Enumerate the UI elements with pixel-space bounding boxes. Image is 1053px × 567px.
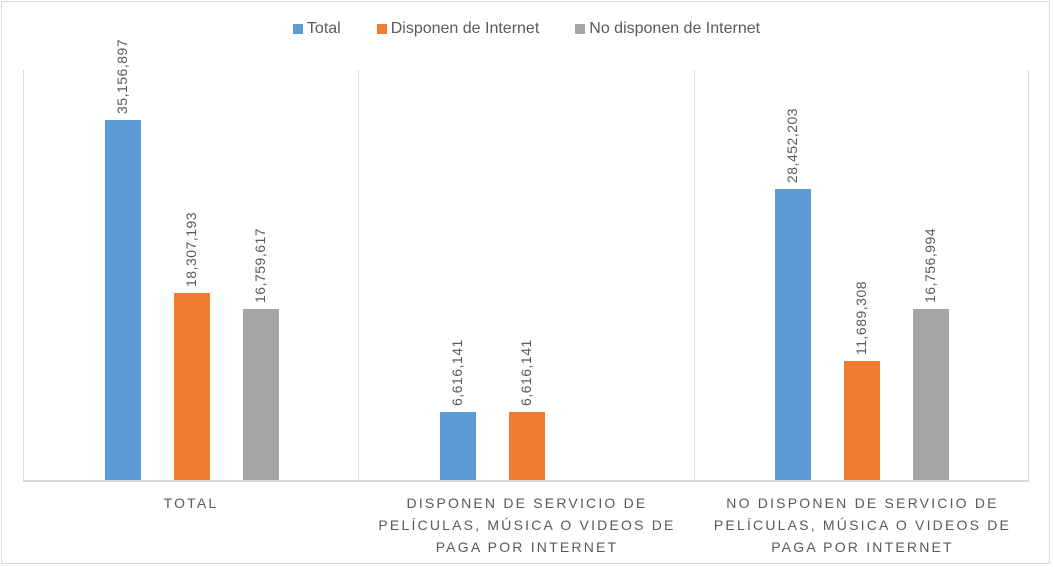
- category-divider: [358, 70, 359, 480]
- legend-item-disponen: Disponen de Internet: [376, 20, 540, 38]
- category-divider: [694, 70, 695, 480]
- x-axis-line: [23, 480, 1029, 482]
- category-label-no-disponen-servicio: NO DISPONEN DE SERVICIO DE PELÍCULAS, MÚ…: [713, 495, 1012, 555]
- chart-legend: Total Disponen de Internet No disponen d…: [0, 20, 1053, 38]
- bar-total-no-disponen: [243, 309, 279, 480]
- bar-no-disponen-servicio-disponen: [844, 361, 880, 480]
- plot-area: 35,156,897 18,307,193 16,759,617 6,616,1…: [23, 39, 1029, 482]
- legend-swatch-gray: [575, 24, 586, 34]
- category-label-disponen-servicio: DISPONEN DE SERVICIO DE PELÍCULAS, MÚSIC…: [378, 495, 676, 555]
- legend-label: Disponen de Internet: [390, 20, 540, 37]
- bar-disponen-servicio-total: [440, 412, 476, 480]
- plot-border-left: [23, 70, 24, 480]
- legend-swatch-orange: [376, 24, 387, 34]
- bar-total-total: [105, 120, 141, 480]
- category-label-total: TOTAL: [163, 495, 219, 511]
- legend-label: Total: [306, 20, 341, 37]
- legend-item-no-disponen: No disponen de Internet: [575, 20, 760, 38]
- legend-swatch-blue: [292, 24, 303, 34]
- bar-no-disponen-servicio-total: [775, 189, 811, 480]
- plot-border-right: [1028, 70, 1029, 480]
- bar-no-disponen-servicio-no-disponen: [913, 309, 949, 480]
- legend-item-total: Total: [292, 20, 341, 38]
- bar-total-disponen: [174, 293, 210, 480]
- bar-disponen-servicio-disponen: [509, 412, 545, 480]
- legend-label: No disponen de Internet: [589, 20, 761, 37]
